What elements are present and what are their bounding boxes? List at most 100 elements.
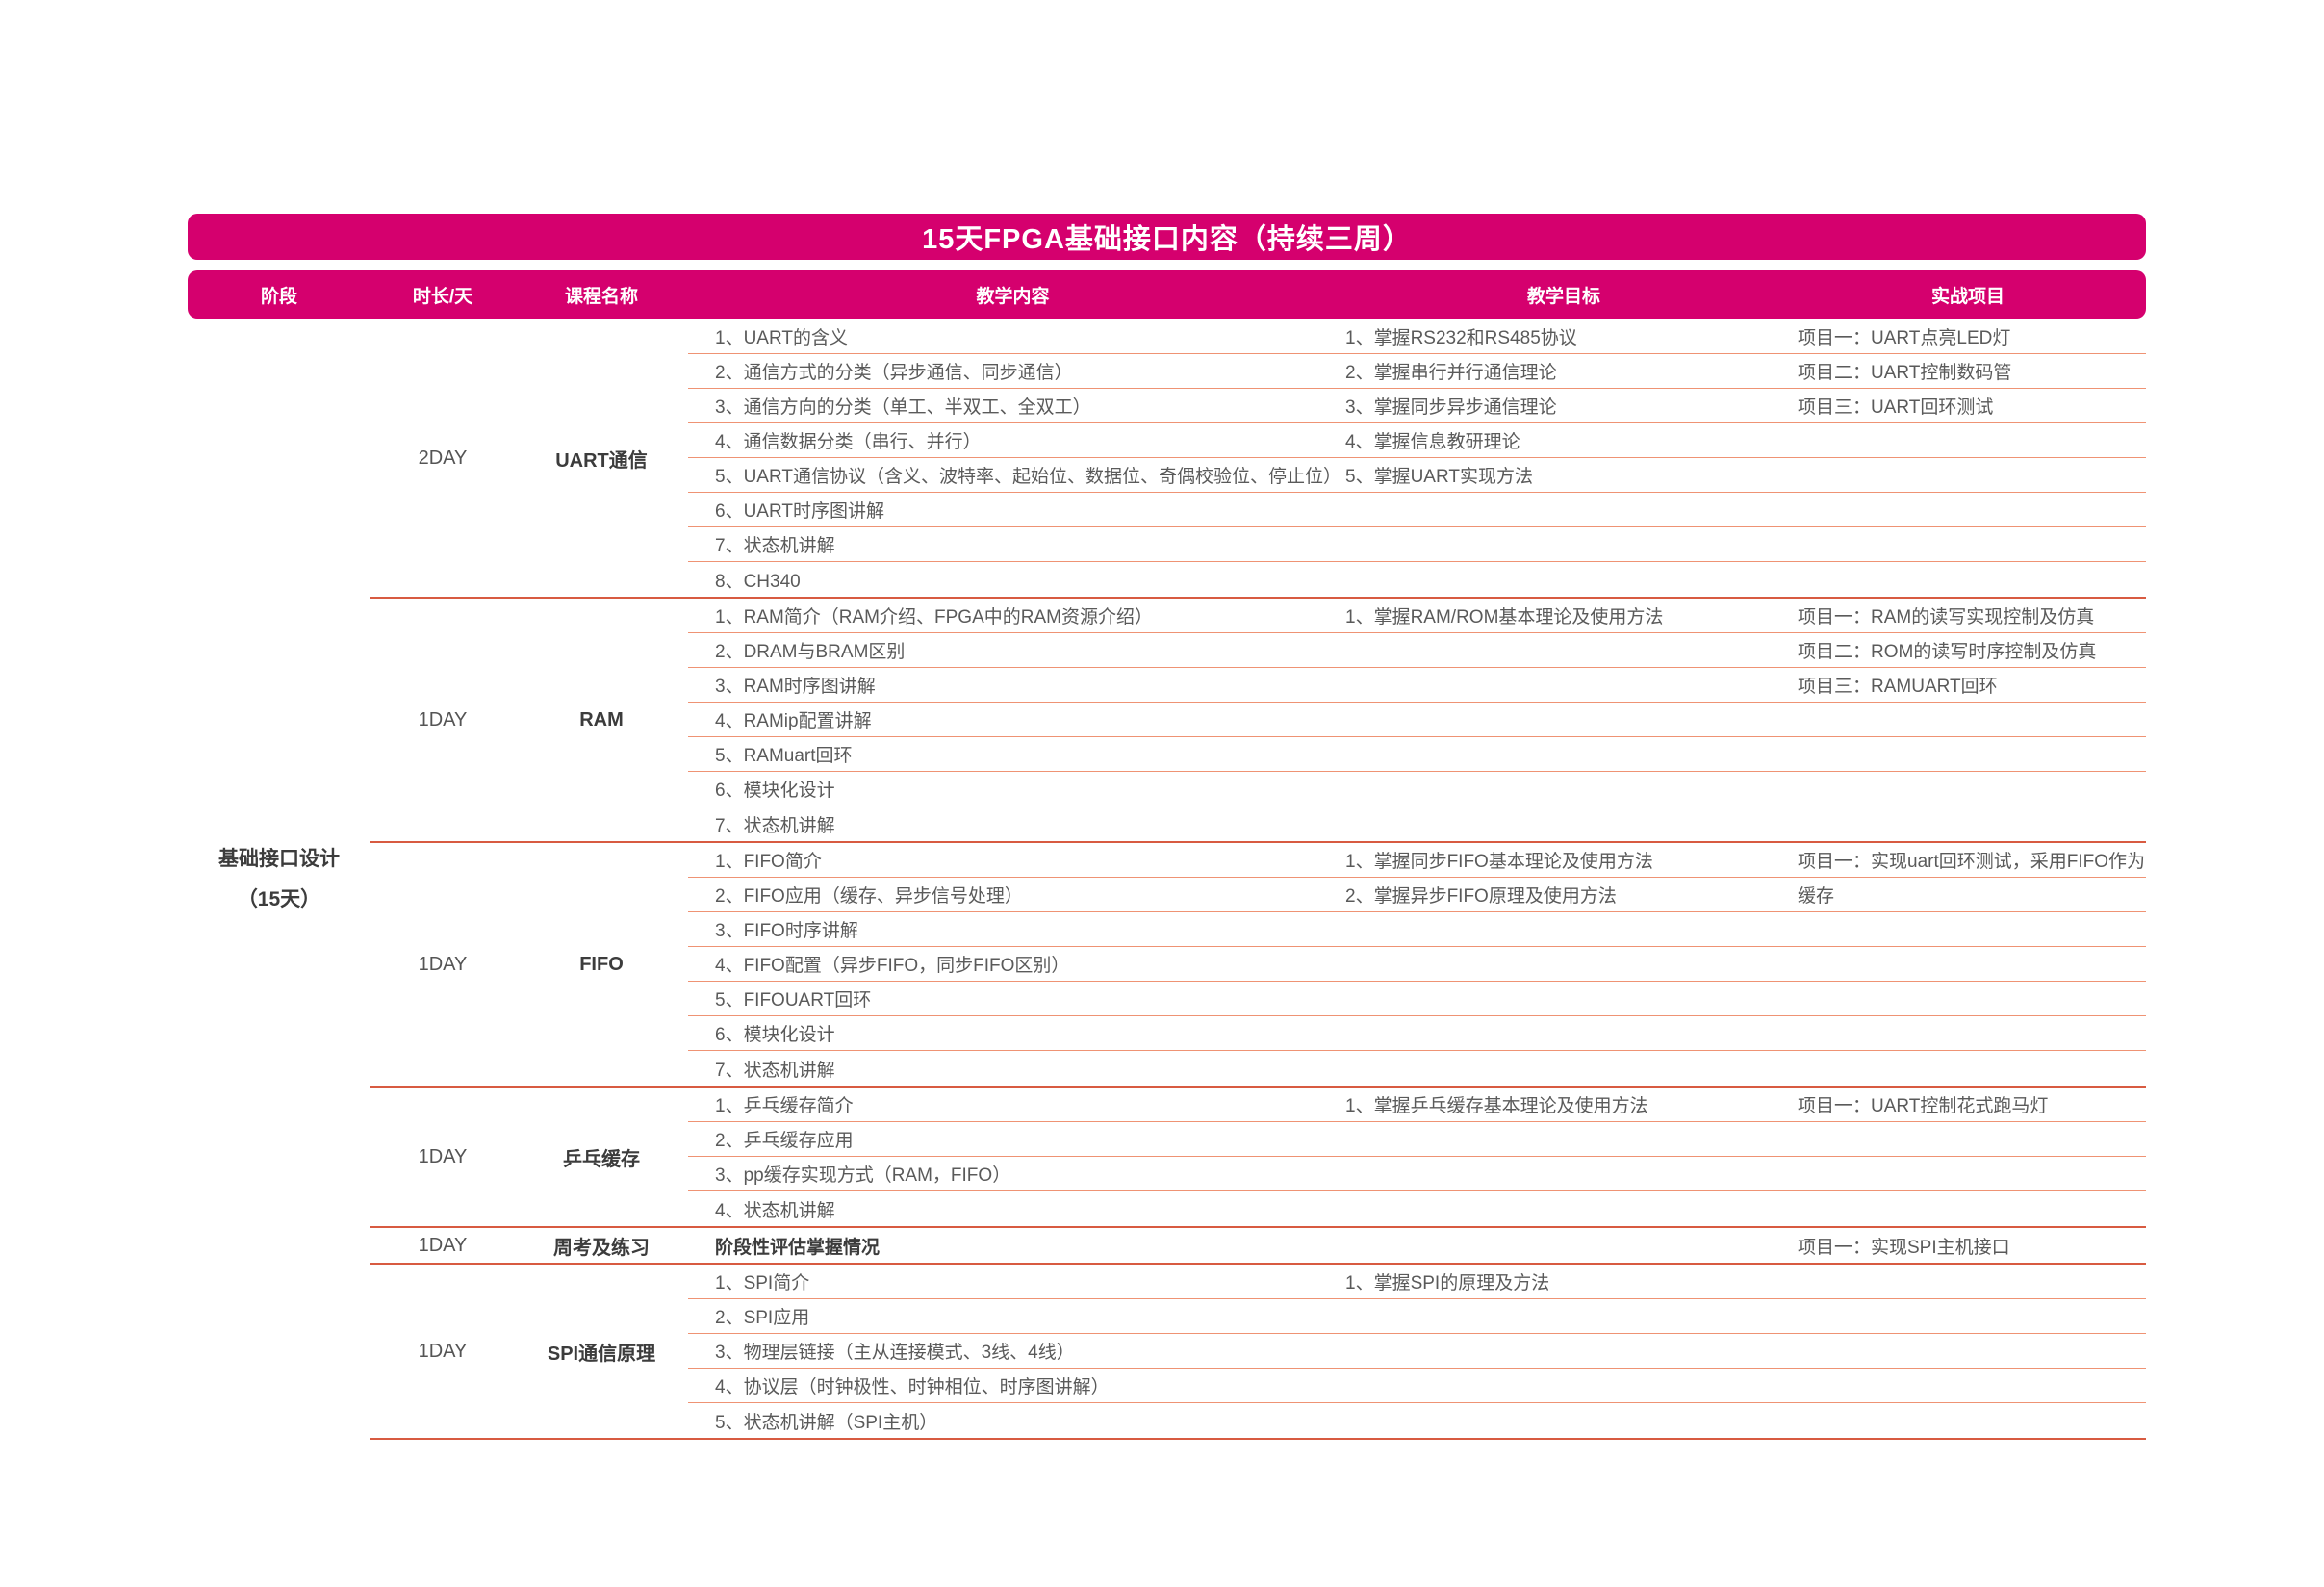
table-row: 4、通信数据分类（串行、并行） 4、掌握信息教研理论 [688, 423, 2146, 458]
goal-cell: 1、掌握SPI的原理及方法 [1345, 1273, 1550, 1293]
project-cell: 项目二：ROM的读写时序控制及仿真 [1798, 642, 2097, 662]
table-header-row: 阶段 时长/天 课程名称 教学内容 教学目标 实战项目 [188, 270, 2146, 319]
content-cell: 4、状态机讲解 [715, 1200, 835, 1221]
table-row: 1、FIFO简介 1、掌握同步FIFO基本理论及使用方法 项目一：实现uart回环测… [688, 843, 2146, 878]
project-cell: 项目一：RAM的读写实现控制及仿真 [1798, 607, 2095, 627]
course-name-cell: SPI通信原理 [547, 1343, 656, 1365]
table-row: 1、SPI简介 1、掌握SPI的原理及方法 [688, 1265, 2146, 1299]
course-section: 1DAY 乒乓缓存 1、乒乓缓存简介 1、掌握乒乓缓存基本理论及使用方法 项目一：UAR… [370, 1088, 2146, 1228]
sections: 2DAY UART通信 1、UART的含义 1、掌握RS232和RS485协议 项目一：… [370, 320, 2146, 1440]
table-row: 3、通信方向的分类（单工、半双工、全双工） 3、掌握同步异步通信理论 项目三：UAR… [688, 389, 2146, 423]
table-row: 阶段性评估掌握情况 项目一：实现SPI主机接口 [688, 1228, 2146, 1263]
table-row: 5、状态机讲解（SPI主机） [688, 1403, 2146, 1438]
table-body: 基础接口设计 （15天） 2DAY UART通信 1、UART的含义 1、掌握RS23… [188, 320, 2146, 1440]
table-row: 3、RAM时序图讲解 项目三：RAMUART回环 [688, 668, 2146, 703]
table-row: 1、RAM简介（RAM介绍、FPGA中的RAM资源介绍） 1、掌握RAM/ROM基… [688, 599, 2146, 633]
header-cell-stage: 阶段 [260, 286, 297, 307]
content-cell: 2、SPI应用 [715, 1308, 810, 1328]
goal-cell: 1、掌握同步FIFO基本理论及使用方法 [1345, 852, 1653, 872]
content-cell: 2、DRAM与BRAM区别 [715, 642, 906, 662]
section-rows: 1、FIFO简介 1、掌握同步FIFO基本理论及使用方法 项目一：实现uart回环测… [688, 843, 2146, 1086]
content-cell: 2、FIFO应用（缓存、异步信号处理） [715, 886, 1023, 907]
content-cell: 3、物理层链接（主从连接模式、3线、4线） [715, 1343, 1075, 1363]
page-title: 15天FPGA基础接口内容（持续三周） [188, 214, 2146, 260]
duration-cell: 1DAY [418, 1340, 468, 1362]
project-cell: 项目一：UART控制花式跑马灯 [1798, 1096, 2049, 1116]
section-rows: 1、RAM简介（RAM介绍、FPGA中的RAM资源介绍） 1、掌握RAM/ROM基… [688, 599, 2146, 841]
project-cell: 项目一：实现SPI主机接口 [1798, 1237, 2010, 1258]
header-cell-goals: 教学目标 [1526, 286, 1600, 307]
content-cell: 2、乒乓缓存应用 [715, 1131, 854, 1151]
content-cell: 阶段性评估掌握情况 [715, 1237, 881, 1258]
course-name-cell: RAM [579, 708, 624, 730]
table-row: 1、乒乓缓存简介 1、掌握乒乓缓存基本理论及使用方法 项目一：UART控制花式跑马灯 [688, 1088, 2146, 1122]
duration-cell: 1DAY [418, 953, 468, 975]
section-rows: 1、SPI简介 1、掌握SPI的原理及方法 2、SPI应用 3、物理层链接（主从连接模… [688, 1265, 2146, 1438]
content-cell: 5、FIFOUART回环 [715, 990, 872, 1011]
table-row: 5、UART通信协议（含义、波特率、起始位、数据位、奇偶校验位、停止位） 5、掌握… [688, 458, 2146, 493]
goal-cell: 1、掌握乒乓缓存基本理论及使用方法 [1345, 1096, 1648, 1116]
table-row: 1、UART的含义 1、掌握RS232和RS485协议 项目一：UART点亮LED灯 [688, 320, 2146, 354]
table-row: 6、UART时序图讲解 [688, 493, 2146, 527]
stage-name: 基础接口设计 [218, 848, 340, 870]
goal-cell: 1、掌握RS232和RS485协议 [1345, 328, 1577, 348]
table-row: 4、状态机讲解 [688, 1191, 2146, 1226]
course-name-cell: UART通信 [555, 449, 648, 472]
table-row: 7、状态机讲解 [688, 1051, 2146, 1086]
content-cell: 7、状态机讲解 [715, 815, 835, 836]
table-row: 2、SPI应用 [688, 1299, 2146, 1334]
content-cell: 1、SPI简介 [715, 1273, 810, 1293]
content-cell: 8、CH340 [715, 571, 801, 592]
course-section: 2DAY UART通信 1、UART的含义 1、掌握RS232和RS485协议 项目一：… [370, 320, 2146, 599]
project-cell: 项目二：UART控制数码管 [1798, 363, 2012, 383]
project-cell: 项目三：UART回环测试 [1798, 397, 1994, 418]
content-cell: 4、RAMip配置讲解 [715, 711, 872, 731]
duration-cell: 2DAY [418, 447, 468, 469]
goal-cell: 2、掌握异步FIFO原理及使用方法 [1345, 886, 1617, 907]
project-cell: 项目一：实现uart回环测试，采用FIFO作为 [1798, 852, 2146, 872]
table-row: 3、pp缓存实现方式（RAM，FIFO） [688, 1157, 2146, 1191]
header-cell-duration: 时长/天 [412, 286, 473, 307]
content-cell: 3、通信方向的分类（单工、半双工、全双工） [715, 397, 1091, 418]
header-cell-projects: 实战项目 [1930, 286, 2005, 307]
content-cell: 5、UART通信协议（含义、波特率、起始位、数据位、奇偶校验位、停止位） [715, 467, 1341, 487]
goal-cell: 4、掌握信息教研理论 [1345, 432, 1520, 452]
duration-cell: 1DAY [418, 1234, 468, 1256]
table-row: 7、状态机讲解 [688, 806, 2146, 841]
content-cell: 1、FIFO简介 [715, 852, 822, 872]
table-row: 3、FIFO时序讲解 [688, 912, 2146, 947]
content-cell: 1、乒乓缓存简介 [715, 1096, 854, 1116]
table-row: 7、状态机讲解 [688, 527, 2146, 562]
duration-cell: 1DAY [418, 1145, 468, 1167]
section-rows: 阶段性评估掌握情况 项目一：实现SPI主机接口 [688, 1228, 2146, 1263]
table-row: 6、模块化设计 [688, 772, 2146, 806]
table-row: 4、RAMip配置讲解 [688, 703, 2146, 737]
section-rows: 1、乒乓缓存简介 1、掌握乒乓缓存基本理论及使用方法 项目一：UART控制花式跑马灯… [688, 1088, 2146, 1226]
content-cell: 5、RAMuart回环 [715, 746, 853, 766]
project-cell: 缓存 [1798, 886, 1835, 907]
content-cell: 4、FIFO配置（异步FIFO，同步FIFO区别） [715, 956, 1070, 976]
project-cell: 项目三：RAMUART回环 [1798, 677, 1998, 697]
table-row: 8、CH340 [688, 562, 2146, 597]
content-cell: 1、RAM简介（RAM介绍、FPGA中的RAM资源介绍） [715, 607, 1153, 627]
table-row: 5、RAMuart回环 [688, 737, 2146, 772]
content-cell: 4、通信数据分类（串行、并行） [715, 432, 982, 452]
goal-cell: 3、掌握同步异步通信理论 [1345, 397, 1557, 418]
course-section: 1DAY 周考及练习 阶段性评估掌握情况 项目一：实现SPI主机接口 [370, 1228, 2146, 1265]
course-section: 1DAY SPI通信原理 1、SPI简介 1、掌握SPI的原理及方法 2、SPI应用 3、… [370, 1265, 2146, 1440]
project-cell: 项目一：UART点亮LED灯 [1798, 328, 2011, 348]
course-section: 1DAY FIFO 1、FIFO简介 1、掌握同步FIFO基本理论及使用方法 项目一：实… [370, 843, 2146, 1088]
table-row: 4、协议层（时钟极性、时钟相位、时序图讲解） [688, 1369, 2146, 1403]
table-row: 2、通信方式的分类（异步通信、同步通信） 2、掌握串行并行通信理论 项目二：UART… [688, 354, 2146, 389]
section-rows: 1、UART的含义 1、掌握RS232和RS485协议 项目一：UART点亮LED灯… [688, 320, 2146, 597]
content-cell: 7、状态机讲解 [715, 536, 835, 556]
course-name-cell: 周考及练习 [553, 1237, 650, 1259]
table-row: 2、乒乓缓存应用 [688, 1122, 2146, 1157]
content-cell: 1、UART的含义 [715, 328, 848, 348]
goal-cell: 1、掌握RAM/ROM基本理论及使用方法 [1345, 607, 1664, 627]
course-section: 1DAY RAM 1、RAM简介（RAM介绍、FPGA中的RAM资源介绍） 1、掌握R… [370, 599, 2146, 843]
table-row: 3、物理层链接（主从连接模式、3线、4线） [688, 1334, 2146, 1369]
goal-cell: 5、掌握UART实现方法 [1345, 467, 1533, 487]
table-row: 4、FIFO配置（异步FIFO，同步FIFO区别） [688, 947, 2146, 982]
